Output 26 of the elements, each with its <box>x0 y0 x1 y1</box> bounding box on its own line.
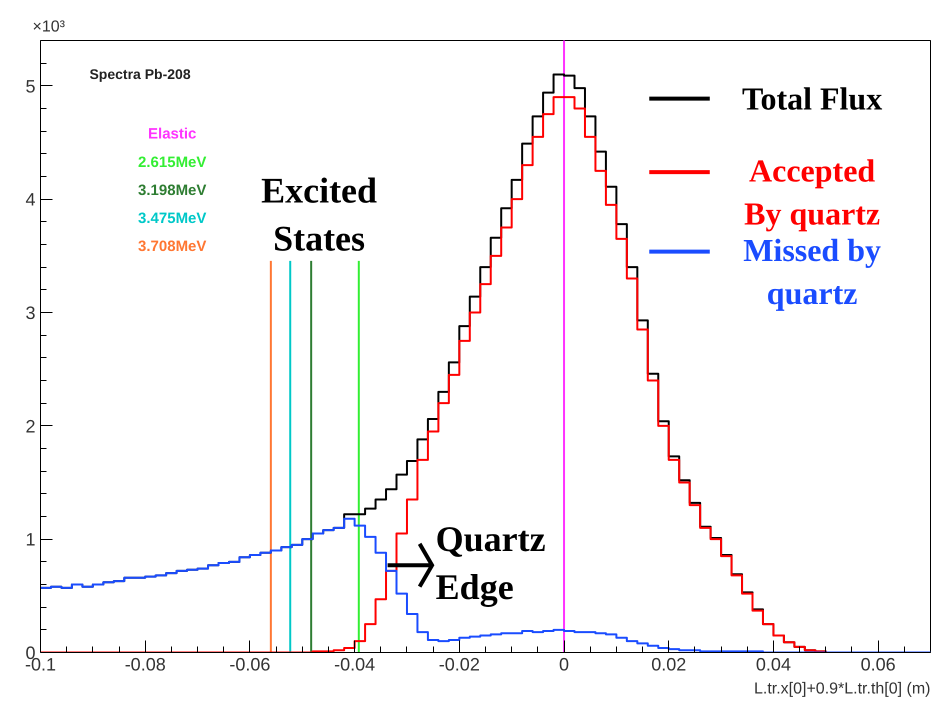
y-tick-label: 1 <box>25 530 36 550</box>
legend-label: Total Flux <box>742 80 882 117</box>
legend-label: Missed by quartz <box>743 232 882 312</box>
ref-line-label: Elastic <box>148 126 196 143</box>
legend-label: Accepted By quartz <box>744 152 880 232</box>
x-tick-label: -0.04 <box>334 654 376 674</box>
annotation: Spectra Pb-208 <box>89 66 191 82</box>
ref-line-label: 2.615MeV <box>138 154 206 171</box>
annotation: Quartz Edge <box>436 519 546 608</box>
x-tick-label: 0.06 <box>860 654 896 674</box>
ref-line-label: 3.708MeV <box>138 238 206 256</box>
x-tick-label: 0 <box>559 654 570 674</box>
annotation: Excited States <box>261 170 378 258</box>
x-tick-label: -0.06 <box>229 654 270 674</box>
y-tick-label: 2 <box>25 416 36 436</box>
y-tick-label: 3 <box>25 303 36 323</box>
ref-line-label: 3.475MeV <box>138 210 206 228</box>
ref-line-label: 3.198MeV <box>138 182 206 199</box>
text: ×10³ <box>32 18 66 36</box>
y-tick-label: 5 <box>25 76 36 96</box>
x-tick-label: 0.04 <box>756 654 791 674</box>
x-tick-label: -0.08 <box>124 654 166 674</box>
y-tick-label: 4 <box>25 190 36 210</box>
x-tick-label: 0.02 <box>651 654 686 674</box>
x-axis-title: L.tr.x[0]+0.9*L.tr.th[0] (m) <box>754 680 931 698</box>
x-tick-label: -0.02 <box>438 654 480 674</box>
